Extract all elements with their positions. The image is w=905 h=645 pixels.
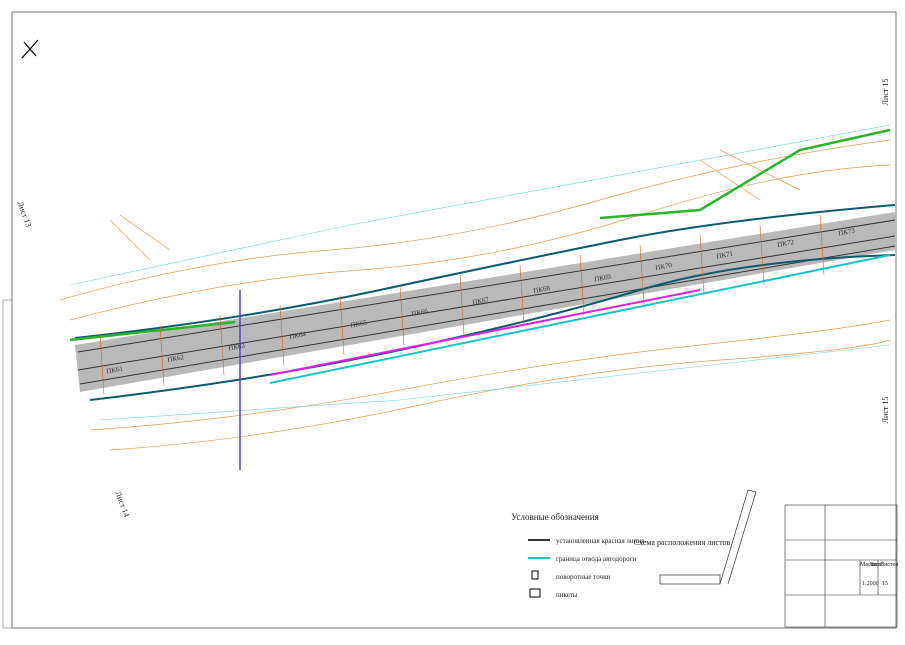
legend-label: граница отвода автодороги (556, 555, 636, 563)
sheet-label: Лист 15 (881, 79, 890, 106)
picket-label: ПК65 (350, 319, 368, 330)
sheet-label: Лист 15 (881, 397, 890, 424)
survey-lines (69, 124, 891, 421)
picket-label: ПК68 (533, 284, 551, 295)
picket-label: ПК72 (777, 238, 795, 249)
title-block-cell: Листов (880, 562, 898, 568)
contours (59, 139, 891, 451)
station-ticks (99, 214, 825, 396)
side-stamp (2, 299, 13, 629)
picket-label: ПК64 (289, 330, 307, 341)
legend-swatch (531, 570, 539, 580)
picket-label: ПК70 (655, 261, 673, 272)
picket-label: ПК63 (228, 342, 246, 353)
picket-label: ПК71 (716, 250, 734, 261)
legend-swatch (529, 588, 541, 598)
road-corridor (75, 212, 895, 392)
picket-label: ПК61 (106, 365, 124, 376)
legend-title: Условные обозначения (511, 512, 599, 522)
scheme-title: Схема расположения листов (634, 538, 731, 547)
picket-labels: ПК61 ПК62 ПК63 ПК64 ПК65 ПК66 ПК67 ПК68 ПК69 ПК70… (106, 227, 856, 376)
legend-label: установленная красная линия (556, 537, 645, 545)
title-block (784, 504, 898, 628)
picket-label: ПК67 (472, 296, 490, 307)
picket-label: ПК73 (838, 227, 856, 238)
title-block-cell: Лист (869, 562, 882, 568)
scheme-sketch (659, 489, 757, 585)
road-lines (69, 128, 896, 401)
north-arrow (21, 39, 39, 59)
legend: установленная красная линия граница отвод… (528, 537, 645, 599)
picket-label: ПК69 (594, 273, 612, 284)
title-block-cell: 15 (882, 581, 888, 587)
legend-label: пикеты (556, 591, 578, 599)
picket-label: ПК66 (411, 307, 429, 318)
title-block-cell: Масштаб (860, 561, 884, 568)
picket-label: ПК62 (167, 353, 185, 364)
title-block-cell: 1:2000 (862, 581, 879, 587)
legend-label: поворотные точки (556, 573, 610, 581)
